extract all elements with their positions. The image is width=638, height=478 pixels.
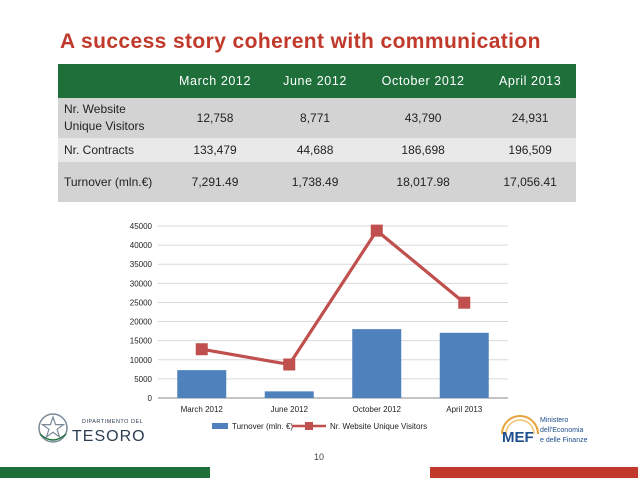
y-tick-label: 10000	[130, 356, 153, 365]
table-cell: 17,056.41	[484, 162, 576, 202]
table-header-cell: October 2012	[362, 64, 485, 98]
table-header-cell: June 2012	[268, 64, 363, 98]
table-header-cell: March 2012	[162, 64, 269, 98]
line-marker	[195, 343, 208, 356]
table-cell: 44,688	[268, 138, 363, 162]
mef-logo-line1: Ministero	[540, 417, 569, 424]
tesoro-logo: DIPARTIMENTO DEL TESORO	[36, 410, 156, 451]
y-tick-label: 45000	[130, 222, 153, 231]
bar	[439, 332, 489, 398]
table-cell: 8,771	[268, 98, 363, 138]
table-header-corner	[58, 64, 162, 98]
table-cell: 43,790	[362, 98, 485, 138]
data-table: March 2012 June 2012 October 2012 April …	[58, 64, 576, 202]
y-tick-label: 0	[148, 394, 153, 403]
table-cell: 7,291.49	[162, 162, 269, 202]
table-row: Turnover (mln.€) 7,291.49 1,738.49 18,01…	[58, 162, 576, 202]
mef-logo-icon	[501, 415, 539, 435]
y-tick-label: 30000	[130, 279, 153, 288]
italian-emblem-icon	[38, 413, 68, 443]
y-tick-label: 25000	[130, 298, 153, 307]
table-cell: 1,738.49	[268, 162, 363, 202]
combo-chart: 0 5000 10000 15000 20000 25000 30000 35000 40000…	[130, 222, 508, 431]
tesoro-logo-line1: DIPARTIMENTO DEL	[82, 419, 143, 425]
y-tick-label: 40000	[130, 241, 153, 250]
legend-label: Turnover (mln. €)	[232, 422, 293, 431]
line-marker	[283, 358, 296, 371]
row-label: Turnover (mln.€)	[58, 162, 162, 202]
x-tick-label: October 2012	[353, 405, 402, 414]
mef-logo-mark: MEF	[502, 429, 534, 446]
table-cell: 24,931	[484, 98, 576, 138]
table-cell: 18,017.98	[362, 162, 485, 202]
table-row: Nr. Contracts 133,479 44,688 186,698 196…	[58, 138, 576, 162]
slide-title: A success story coherent with communicat…	[60, 30, 541, 53]
table-cell: 12,758	[162, 98, 269, 138]
bar	[264, 391, 314, 398]
y-tick-label: 20000	[130, 318, 153, 327]
legend-swatch-bar	[212, 423, 228, 429]
series-line	[201, 229, 466, 367]
bottom-band-green	[0, 467, 210, 478]
line-marker	[370, 224, 383, 237]
mef-logo-line2: dell'Economia	[540, 427, 583, 434]
table-cell: 196,509	[484, 138, 576, 162]
x-tick-label: March 2012	[181, 405, 224, 414]
table-header-row: March 2012 June 2012 October 2012 April …	[58, 64, 576, 98]
mef-logo-line3: e delle Finanze	[540, 437, 588, 444]
table-cell: 133,479	[162, 138, 269, 162]
line-marker	[458, 296, 471, 309]
page-number: 10	[313, 452, 324, 462]
legend-label: Nr. Website Unique Visitors	[330, 422, 427, 431]
bar	[352, 329, 402, 398]
tesoro-logo-line2: TESORO	[72, 428, 146, 445]
y-tick-label: 5000	[134, 375, 152, 384]
x-tick-label: April 2013	[446, 405, 483, 414]
table-header-cell: April 2013	[484, 64, 576, 98]
row-label: Nr. Contracts	[58, 138, 162, 162]
y-tick-label: 35000	[130, 260, 153, 269]
mef-logo: MEF Ministero dell'Economia e delle Fina…	[500, 412, 610, 457]
table-row: Nr. Website Unique Visitors 12,758 8,771…	[58, 98, 576, 138]
table-cell: 186,698	[362, 138, 485, 162]
row-label: Nr. Website Unique Visitors	[58, 98, 162, 138]
legend-swatch-marker	[305, 422, 313, 430]
bottom-band-red	[430, 467, 638, 478]
y-tick-label: 15000	[130, 337, 153, 346]
bar	[177, 370, 227, 398]
x-tick-label: June 2012	[271, 405, 309, 414]
